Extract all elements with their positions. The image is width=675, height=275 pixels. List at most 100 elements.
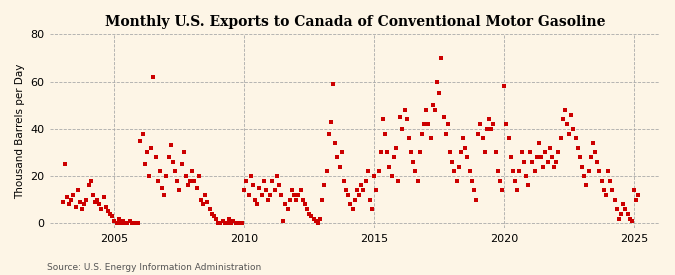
Point: [192, 186, 202, 190]
Point: [153, 178, 163, 183]
Point: [371, 188, 382, 192]
Point: [276, 193, 287, 197]
Point: [583, 169, 594, 174]
Point: [607, 188, 618, 192]
Point: [429, 108, 440, 112]
Point: [271, 174, 282, 178]
Point: [265, 193, 276, 197]
Point: [142, 150, 153, 155]
Point: [239, 188, 250, 192]
Point: [57, 200, 68, 204]
Point: [317, 197, 327, 202]
Point: [167, 160, 178, 164]
Point: [358, 188, 369, 192]
Point: [296, 188, 306, 192]
Point: [503, 136, 514, 141]
Point: [77, 207, 88, 211]
Point: [516, 150, 527, 155]
Point: [74, 200, 85, 204]
Point: [508, 169, 518, 174]
Point: [109, 219, 120, 223]
Point: [386, 174, 397, 178]
Point: [542, 160, 553, 164]
Point: [278, 219, 289, 223]
Point: [544, 145, 555, 150]
Point: [59, 162, 70, 166]
Point: [578, 174, 589, 178]
Point: [211, 216, 221, 221]
Point: [209, 214, 219, 218]
Point: [410, 169, 421, 174]
Point: [61, 195, 72, 199]
Point: [241, 178, 252, 183]
Point: [533, 141, 544, 145]
Point: [230, 221, 241, 226]
Point: [221, 221, 232, 226]
Point: [234, 221, 245, 226]
Point: [101, 205, 111, 209]
Point: [187, 169, 198, 174]
Point: [436, 56, 447, 60]
Point: [205, 207, 215, 211]
Point: [282, 207, 293, 211]
Point: [367, 207, 377, 211]
Point: [492, 169, 503, 174]
Point: [174, 188, 185, 192]
Point: [526, 160, 537, 164]
Point: [302, 207, 313, 211]
Point: [172, 178, 183, 183]
Point: [319, 183, 330, 188]
Point: [70, 205, 81, 209]
Point: [137, 131, 148, 136]
Point: [198, 202, 209, 207]
Point: [72, 188, 83, 192]
Point: [479, 150, 490, 155]
Point: [454, 164, 464, 169]
Point: [592, 160, 603, 164]
Point: [425, 136, 436, 141]
Point: [215, 221, 226, 226]
Point: [178, 150, 189, 155]
Point: [514, 169, 524, 174]
Point: [133, 221, 144, 226]
Point: [189, 178, 200, 183]
Point: [150, 155, 161, 159]
Point: [280, 202, 291, 207]
Point: [612, 207, 622, 211]
Point: [460, 145, 470, 150]
Point: [300, 202, 310, 207]
Point: [445, 150, 456, 155]
Point: [581, 183, 592, 188]
Point: [603, 169, 614, 174]
Point: [248, 183, 259, 188]
Point: [562, 122, 572, 126]
Point: [226, 221, 237, 226]
Point: [414, 150, 425, 155]
Point: [472, 131, 483, 136]
Point: [96, 207, 107, 211]
Point: [560, 108, 570, 112]
Point: [531, 155, 542, 159]
Point: [115, 221, 126, 226]
Point: [354, 193, 364, 197]
Point: [217, 219, 228, 223]
Point: [540, 150, 551, 155]
Point: [397, 126, 408, 131]
Point: [263, 197, 273, 202]
Point: [165, 143, 176, 147]
Point: [418, 122, 429, 126]
Point: [458, 136, 468, 141]
Point: [325, 120, 336, 124]
Point: [330, 141, 341, 145]
Point: [466, 178, 477, 183]
Point: [590, 150, 601, 155]
Point: [194, 174, 205, 178]
Point: [510, 178, 520, 183]
Point: [551, 160, 562, 164]
Point: [499, 84, 510, 89]
Title: Monthly U.S. Exports to Canada of Conventional Motor Gasoline: Monthly U.S. Exports to Canada of Conven…: [105, 15, 605, 29]
Point: [432, 79, 443, 84]
Point: [605, 178, 616, 183]
Point: [416, 131, 427, 136]
Point: [65, 197, 76, 202]
